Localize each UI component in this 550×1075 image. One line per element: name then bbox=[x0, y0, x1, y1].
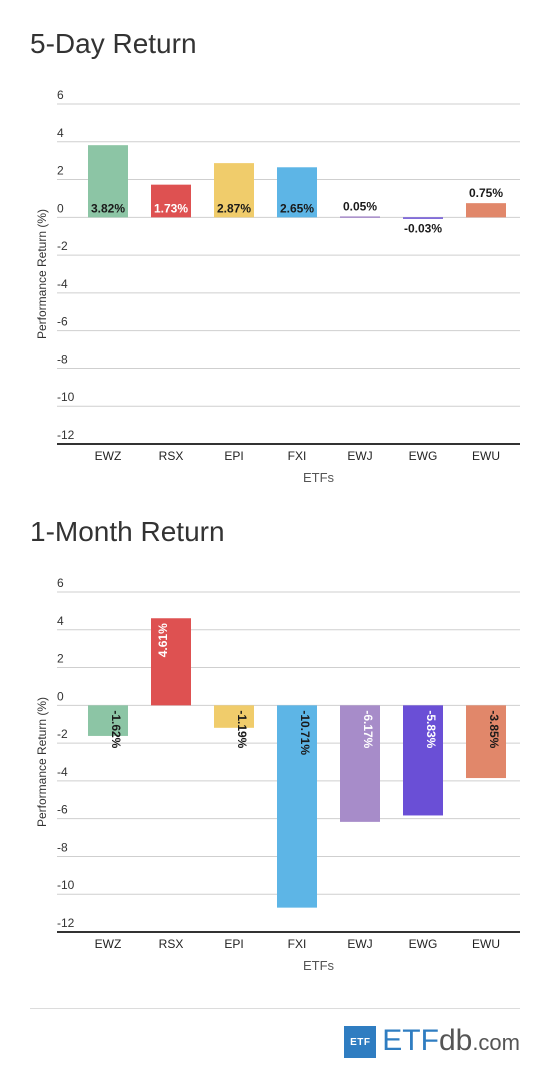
y-tick-label: -12 bbox=[57, 916, 75, 930]
logo-wordmark: ETFdb.com bbox=[382, 1025, 520, 1059]
y-tick-label: -8 bbox=[57, 840, 68, 854]
y-tick-label: 4 bbox=[57, 614, 64, 628]
x-tick-label: RSX bbox=[159, 449, 184, 463]
y-tick-label: -4 bbox=[57, 765, 68, 779]
chart-title-1month: 1-Month Return bbox=[30, 516, 225, 547]
bar-ewj bbox=[340, 216, 380, 218]
y-tick-label: 2 bbox=[57, 652, 64, 666]
x-tick-label: RSX bbox=[159, 937, 184, 951]
y-tick-label: -6 bbox=[57, 315, 68, 329]
y-tick-label: 2 bbox=[57, 164, 64, 178]
y-tick-label: -2 bbox=[57, 239, 68, 253]
bar-rsx bbox=[151, 184, 191, 218]
bar-ewz bbox=[88, 705, 128, 736]
bar-ewj bbox=[340, 705, 380, 822]
y-axis-label: Performance Return (%) bbox=[35, 209, 49, 339]
bar-ewu bbox=[466, 705, 506, 779]
y-tick-label: 4 bbox=[57, 126, 64, 140]
x-tick-label: EWG bbox=[409, 449, 438, 463]
data-label: 1.73% bbox=[154, 201, 188, 215]
y-tick-label: 6 bbox=[57, 576, 64, 590]
y-tick-label: 0 bbox=[57, 201, 64, 215]
bar-rsx bbox=[151, 618, 191, 706]
data-label: 2.87% bbox=[217, 201, 251, 215]
y-tick-label: -12 bbox=[57, 428, 75, 442]
data-label: -1.19% bbox=[235, 710, 249, 748]
bar-ewg bbox=[403, 217, 443, 219]
chart-5day-return: 6 4 2 0 -2 -4 -6 -8 -10 -12 Performance Return (%)… bbox=[35, 88, 520, 485]
y-axis-label: Performance Return (%) bbox=[35, 697, 49, 827]
data-label: 2.65% bbox=[280, 201, 314, 215]
data-label: -5.83% bbox=[424, 710, 438, 748]
bar-ewu bbox=[466, 203, 506, 218]
etfdb-logo[interactable]: ETF ETFdb.com bbox=[344, 1025, 520, 1059]
x-tick-label: EWU bbox=[472, 937, 500, 951]
x-tick-label: EWZ bbox=[95, 937, 122, 951]
bar-fxi bbox=[277, 705, 317, 908]
logo-com: .com bbox=[472, 1030, 520, 1055]
x-tick-label: FXI bbox=[288, 937, 307, 951]
logo-etf: ETF bbox=[382, 1024, 439, 1057]
x-tick-label: EWZ bbox=[95, 449, 122, 463]
x-axis-label: ETFs bbox=[303, 958, 335, 973]
x-tick-label: EPI bbox=[224, 937, 243, 951]
logo-db: db bbox=[438, 1024, 473, 1057]
data-label: -0.03% bbox=[404, 221, 442, 235]
data-label: 4.61% bbox=[156, 623, 170, 657]
x-tick-label: FXI bbox=[288, 449, 307, 463]
y-tick-label: -2 bbox=[57, 727, 68, 741]
bar-epi bbox=[214, 705, 254, 728]
y-tick-label: 6 bbox=[57, 88, 64, 102]
footer-divider bbox=[30, 1008, 520, 1009]
data-label: 0.75% bbox=[469, 186, 503, 200]
x-tick-label: EPI bbox=[224, 449, 243, 463]
y-tick-label: 0 bbox=[57, 689, 64, 703]
y-tick-label: -4 bbox=[57, 277, 68, 291]
bar-ewz bbox=[88, 145, 128, 218]
x-tick-label: EWJ bbox=[347, 449, 372, 463]
bar-epi bbox=[214, 163, 254, 218]
data-label: -3.85% bbox=[487, 710, 501, 748]
data-label: 0.05% bbox=[343, 199, 377, 213]
bar-ewg bbox=[403, 705, 443, 816]
data-label: 3.82% bbox=[91, 201, 125, 215]
data-label: -1.62% bbox=[109, 710, 123, 748]
x-tick-label: EWU bbox=[472, 449, 500, 463]
y-tick-label: -6 bbox=[57, 803, 68, 817]
chart-title-5day: 5-Day Return bbox=[30, 28, 197, 59]
y-tick-label: -8 bbox=[57, 352, 68, 366]
y-tick-label: -10 bbox=[57, 390, 75, 404]
x-axis-label: ETFs bbox=[303, 470, 335, 485]
x-tick-label: EWJ bbox=[347, 937, 372, 951]
data-label: -6.17% bbox=[361, 710, 375, 748]
etf-logo-icon: ETF bbox=[344, 1026, 377, 1058]
bar-fxi bbox=[277, 167, 317, 218]
y-tick-label: -10 bbox=[57, 878, 75, 892]
data-label: -10.71% bbox=[298, 710, 312, 755]
x-tick-label: EWG bbox=[409, 937, 438, 951]
chart-1month-return: 6 4 2 0 -2 -4 -6 -8 -10 -12 Performance Return (%)… bbox=[35, 576, 520, 973]
